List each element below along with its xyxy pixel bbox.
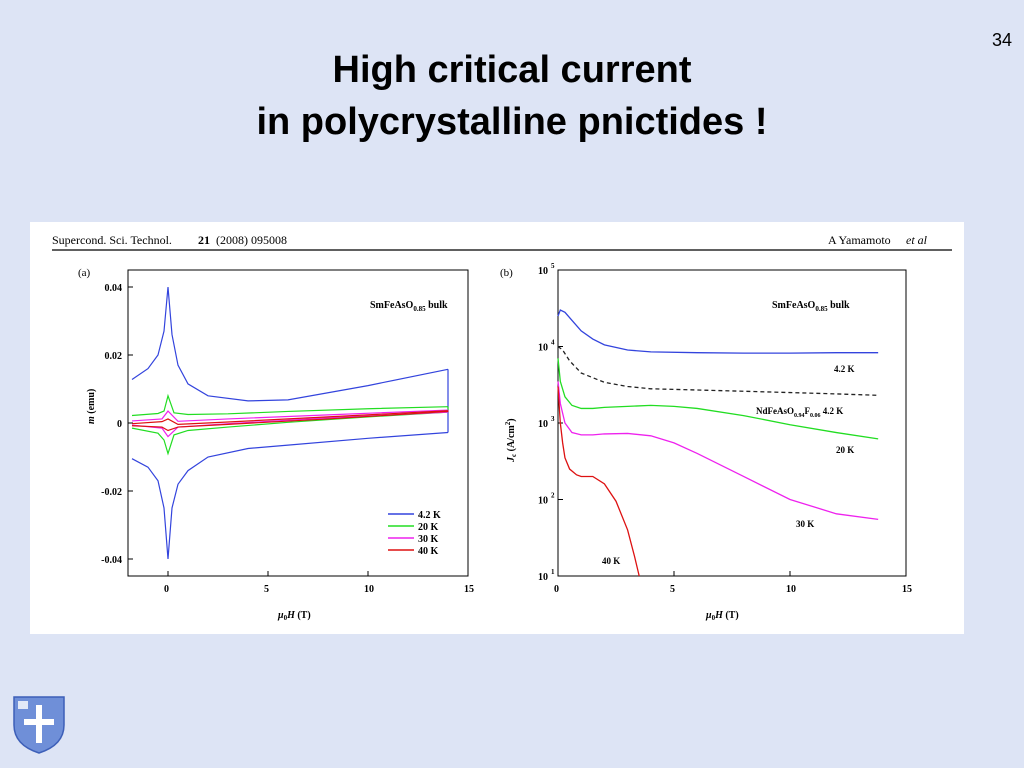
panel-b-ytick-label: 10 (538, 496, 548, 507)
university-shield-logo (13, 696, 65, 754)
panel-a-ytick-label: -0.04 (101, 555, 122, 566)
panel-b-xlabel: μ0H (T) (705, 610, 739, 622)
curve-label-20k: 20 K (836, 445, 854, 455)
title-line-1: High critical current (332, 49, 692, 91)
curve-label-4-2k: 4.2 K (834, 364, 855, 374)
panel-b-ytick-label: 10 (538, 343, 548, 354)
panel-b-ytick-exponent: 3 (551, 415, 555, 423)
curve-label-40k: 40 K (602, 556, 620, 566)
panel-b-series (557, 309, 879, 577)
slide-number: 34 (991, 30, 1012, 50)
series-4-2-k (557, 309, 879, 354)
series-20-k-upper-branch (131, 393, 449, 417)
legend-label-40-k: 40 K (418, 546, 439, 557)
panel-a-frame (127, 269, 469, 577)
panel-b: (b) SmFeAsO0.85 bulk Jc (A/cm2) μ0H (T) … (500, 262, 912, 622)
series-4-2-k-upper-branch (131, 286, 449, 402)
panel-b-xtick-label: 0 (554, 584, 559, 595)
panel-a-ticks: 0 5 10 15 0.04 0.02 0 -0.02 -0.04 (101, 283, 474, 595)
panel-b-ytick-exponent: 2 (551, 492, 555, 500)
legend-label-30-k: 30 K (418, 534, 439, 545)
legend-label-4-2-k: 4.2 K (418, 510, 441, 521)
panel-b-curve-labels: 4.2 K NdFeAsO0.94F0.06 4.2 K 20 K 30 K 4… (602, 364, 855, 566)
figure-svg: Supercond. Sci. Technol. 21 (2008) 09500… (52, 233, 952, 622)
title-line-2: in polycrystalline pnictides ! (256, 101, 768, 143)
panel-b-ylabel: Jc (A/cm2) (504, 418, 518, 463)
panel-b-xtick-label: 15 (902, 584, 912, 595)
series-30-k (557, 381, 879, 521)
panel-b-ytick-exponent: 1 (551, 568, 555, 576)
panel-b-ytick-exponent: 5 (551, 262, 555, 270)
panel-a-xtick-label: 10 (364, 584, 374, 595)
panel-a: (a) SmFeAsO0.85 bulk m (emu) μ0H (T) 0 5 1… (78, 267, 474, 622)
panel-b-xtick-label: 5 (670, 584, 675, 595)
slide-title: High critical current in polycrystalline… (0, 44, 1024, 148)
panel-a-label: (a) (78, 267, 91, 279)
panel-a-ytick-label: 0 (117, 419, 122, 430)
panel-a-ytick-label: -0.02 (101, 487, 122, 498)
panel-b-ytick-label: 10 (538, 266, 548, 277)
figure-image: Supercond. Sci. Technol. 21 (2008) 09500… (30, 222, 964, 634)
panel-b-annotation: SmFeAsO0.85 bulk (772, 300, 850, 313)
curve-label-30k: 30 K (796, 519, 814, 529)
panel-b-ytick-label: 10 (538, 419, 548, 430)
citation-volume: 21 (198, 233, 210, 247)
panel-b-ytick-exponent: 4 (551, 339, 555, 347)
panel-b-frame (557, 269, 907, 577)
panel-a-ylabel: m (emu) (86, 389, 97, 424)
citation-authors: A Yamamoto (828, 233, 891, 247)
panel-a-xtick-label: 5 (264, 584, 269, 595)
citation-et-al: et al (906, 233, 928, 247)
panel-a-ytick-label: 0.02 (105, 351, 123, 362)
series-40-k-lower-branch (131, 410, 449, 432)
panel-a-xlabel: μ0H (T) (277, 610, 311, 622)
citation-journal: Supercond. Sci. Technol. (52, 233, 172, 247)
panel-a-ytick-label: 0.04 (105, 283, 123, 294)
curve-label-nd: NdFeAsO0.94F0.06 4.2 K (756, 406, 843, 419)
series-20-k-lower-branch (131, 411, 449, 456)
panel-a-annotation: SmFeAsO0.85 bulk (370, 300, 448, 313)
series-4-2-k-lower-branch (131, 431, 449, 560)
series-40-k (557, 386, 640, 577)
series-30-k-upper-branch (131, 409, 449, 422)
panel-a-xtick-label: 15 (464, 584, 474, 595)
panel-b-xtick-label: 10 (786, 584, 796, 595)
citation-year: (2008) 095008 (216, 233, 287, 247)
panel-b-label: (b) (500, 267, 513, 279)
series-ndfeaso0-94f0-06-4-2-k (557, 345, 879, 396)
series-40-k-upper-branch (131, 410, 449, 425)
panel-a-series (131, 286, 449, 560)
panel-a-legend: 4.2 K20 K30 K40 K (388, 510, 441, 557)
panel-a-xtick-label: 0 (164, 584, 169, 595)
panel-b-ytick-label: 10 (538, 572, 548, 583)
series-20-k (557, 358, 879, 440)
legend-label-20-k: 20 K (418, 522, 439, 533)
